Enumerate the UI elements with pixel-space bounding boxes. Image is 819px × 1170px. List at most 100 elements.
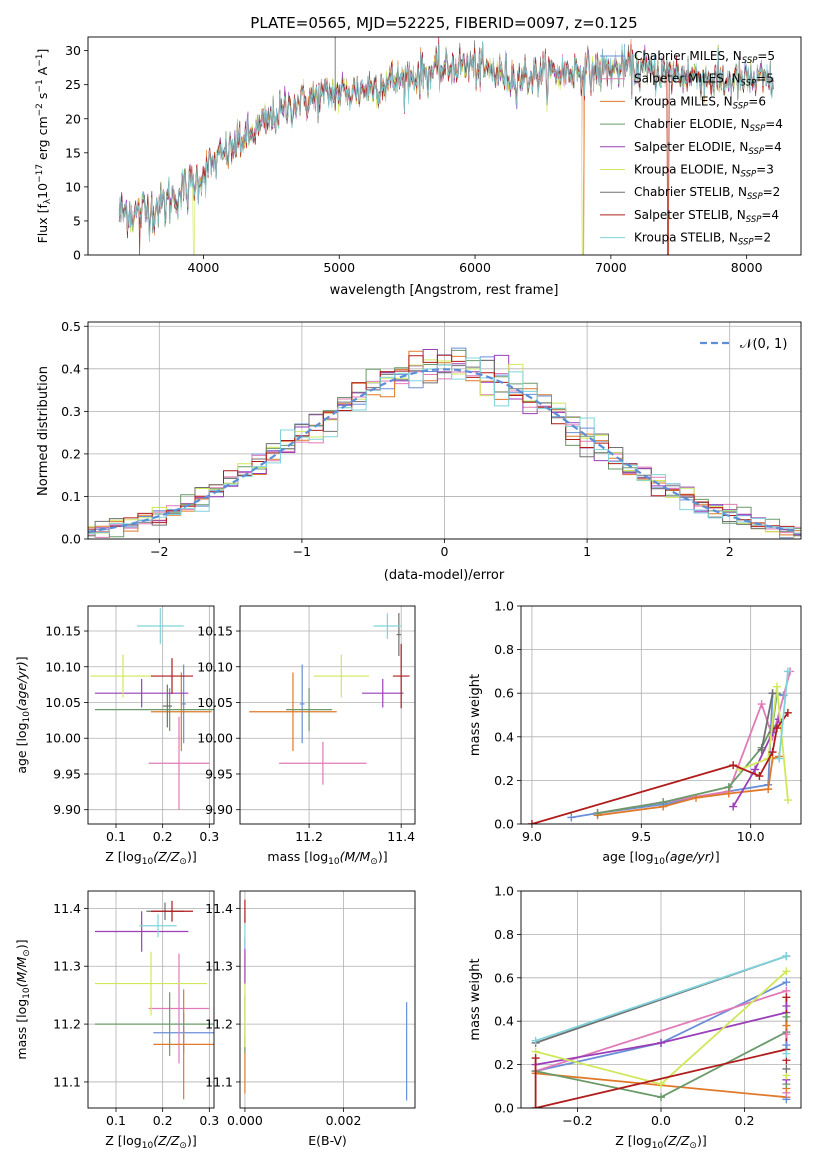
legend-label: 𝒩(0, 1) bbox=[740, 337, 787, 352]
y-axis-label: mass weight bbox=[468, 958, 483, 1040]
x-axis-label: Z [log10(Z/Z⊙)] bbox=[105, 1133, 196, 1151]
weight-marker bbox=[782, 952, 791, 961]
weight-marker bbox=[527, 820, 536, 824]
y-tick-label: 0.2 bbox=[494, 773, 514, 788]
y-axis-label: mass [log10(M/M⊙)] bbox=[14, 939, 32, 1059]
x-tick-label: 0.1 bbox=[106, 829, 126, 844]
histogram-step bbox=[88, 357, 801, 534]
weight-marker bbox=[782, 1049, 791, 1058]
axes-frame bbox=[239, 890, 416, 1109]
x-tick-label: 10.0 bbox=[737, 829, 765, 844]
weight-marker bbox=[593, 809, 602, 818]
y-axis-label: Flux [fλ10−17 erg cm−2 s−1 A−1] bbox=[35, 49, 53, 244]
y-tick-label: 0.0 bbox=[494, 817, 514, 832]
x-tick-label: 2 bbox=[726, 544, 734, 559]
plot-area bbox=[90, 608, 214, 810]
y-tick-label: 0.1 bbox=[61, 489, 81, 504]
y-tick-label: 5 bbox=[73, 213, 81, 228]
weight-marker bbox=[772, 724, 781, 733]
y-tick-label: 0.6 bbox=[494, 686, 514, 701]
x-tick-label: −1 bbox=[293, 544, 311, 559]
weight-marker bbox=[783, 708, 792, 717]
weight-marker bbox=[764, 785, 773, 794]
plot-area bbox=[531, 952, 791, 1108]
x-tick-label: 6000 bbox=[459, 260, 491, 275]
x-tick-label: 0.000 bbox=[227, 1113, 263, 1128]
axes-frame bbox=[87, 605, 215, 825]
legend-label: Salpeter MILES, NSSP=5 bbox=[634, 72, 774, 89]
legend-label: Kroupa MILES, NSSP=6 bbox=[634, 94, 766, 111]
x-tick-label: 7000 bbox=[595, 260, 627, 275]
x-tick-label: 9.5 bbox=[631, 829, 651, 844]
chart-title: PLATE=0565, MJD=52225, FIBERID=0097, z=0… bbox=[250, 14, 637, 32]
x-axis-label: age [log10(age/yr)] bbox=[602, 849, 719, 867]
x-tick-label: 9.0 bbox=[522, 829, 542, 844]
legend-label: Chabrier STELIB, NSSP=2 bbox=[634, 185, 780, 202]
y-tick-label: 0.6 bbox=[494, 970, 514, 985]
weight-marker bbox=[783, 667, 792, 676]
y-tick-label: 0.8 bbox=[494, 927, 514, 942]
x-tick-label: −2 bbox=[150, 544, 168, 559]
y-tick-label: 11.3 bbox=[205, 959, 233, 974]
y-axis-label: age [log10(age/yr)] bbox=[14, 656, 32, 773]
y-tick-label: 11.2 bbox=[53, 1017, 81, 1032]
y-tick-label: 30 bbox=[65, 43, 81, 58]
x-tick-label: 4000 bbox=[188, 260, 220, 275]
plot-area bbox=[95, 900, 214, 1100]
histogram-step bbox=[88, 350, 801, 536]
weight-marker bbox=[657, 1038, 665, 1047]
weight-marker bbox=[782, 1021, 791, 1030]
weight-marker bbox=[757, 745, 766, 754]
x-tick-label: 0.2 bbox=[735, 1113, 755, 1128]
weight-marker bbox=[782, 1041, 791, 1050]
weight-marker bbox=[782, 993, 791, 1002]
weight-marker bbox=[782, 1012, 791, 1021]
weight-marker bbox=[751, 765, 760, 774]
y-tick-label: 0.5 bbox=[61, 319, 81, 334]
weight-marker bbox=[567, 813, 576, 822]
y-tick-label: 10 bbox=[65, 179, 81, 194]
spectrum-panel: 4000 5000 6000 7000 8000 0 5 10 15 20 25 30 waveleng… bbox=[35, 36, 802, 298]
y-tick-label: 0.0 bbox=[61, 532, 81, 547]
x-axis-label: Z [log10(Z/Z⊙)] bbox=[105, 849, 196, 867]
y-tick-label: 0.4 bbox=[61, 361, 81, 376]
mass-vs-metallicity-panel: 0.1 0.2 0.3 11.1 11.2 11.3 11.4 Z [log10(Z/Z⊙)]… bbox=[14, 890, 219, 1151]
y-tick-label: 11.3 bbox=[53, 959, 81, 974]
weight-line bbox=[778, 671, 789, 759]
weight-marker bbox=[772, 682, 781, 691]
weight-marker bbox=[531, 1036, 540, 1045]
weight-marker bbox=[657, 1093, 665, 1102]
y-tick-label: 0.0 bbox=[494, 1101, 514, 1116]
y-tick-label: 1.0 bbox=[494, 884, 514, 899]
x-tick-label: 1 bbox=[583, 544, 591, 559]
age-vs-metallicity-panel: 0.1 0.2 0.3 9.90 9.95 10.00 10.05 10.10 10.15 Z [… bbox=[14, 605, 219, 867]
mass-vs-extinction-panel: 0.000 0.002 11.1 11.2 11.3 11.4 E(B-V) bbox=[205, 890, 416, 1148]
axes-frame bbox=[520, 890, 802, 1109]
axes-frame bbox=[520, 605, 802, 825]
y-tick-label: 0.3 bbox=[61, 404, 81, 419]
weight-marker bbox=[729, 802, 738, 811]
weight-marker bbox=[724, 782, 733, 791]
legend-label: Salpeter ELODIE, NSSP=4 bbox=[634, 140, 782, 157]
y-tick-label: 20 bbox=[65, 111, 81, 126]
x-tick-label: 8000 bbox=[731, 260, 763, 275]
weight-line bbox=[597, 693, 778, 814]
y-tick-label: 10.00 bbox=[197, 731, 233, 746]
weight-marker bbox=[782, 1002, 791, 1011]
age-vs-mass-panel: 11.2 11.4 9.90 9.95 10.00 10.05 10.10 10.15 mass… bbox=[197, 605, 416, 867]
axes-frame bbox=[87, 321, 802, 540]
weight-marker bbox=[775, 754, 784, 763]
spectrum-line bbox=[118, 40, 774, 243]
plot-area bbox=[249, 613, 410, 785]
legend-label: Salpeter STELIB, NSSP=4 bbox=[634, 208, 779, 225]
normal-curve bbox=[88, 368, 799, 533]
y-tick-label: 10.10 bbox=[45, 659, 81, 674]
x-tick-label: 0 bbox=[441, 544, 449, 559]
y-tick-label: 10.15 bbox=[197, 624, 233, 639]
legend-label: Kroupa STELIB, NSSP=2 bbox=[634, 231, 771, 248]
y-tick-label: 0.4 bbox=[494, 1014, 514, 1029]
x-axis-label: E(B-V) bbox=[308, 1133, 347, 1148]
x-tick-label: −0.2 bbox=[562, 1113, 592, 1128]
plot-area bbox=[118, 37, 774, 255]
